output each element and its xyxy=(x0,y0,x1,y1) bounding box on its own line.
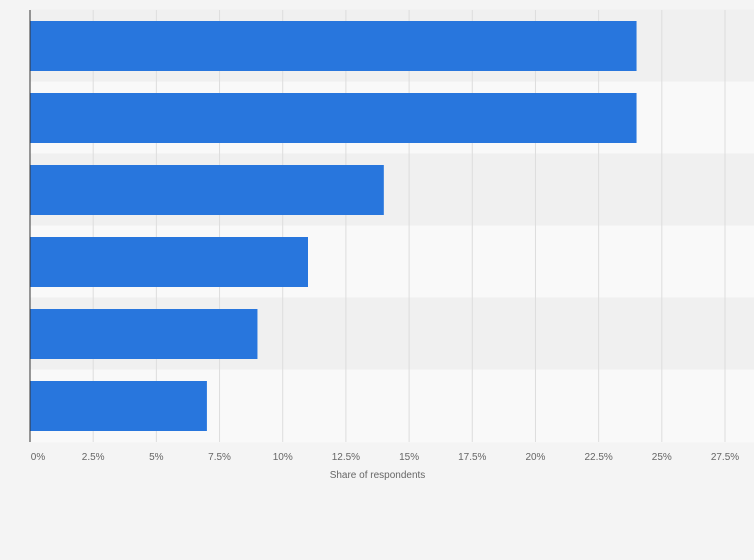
bar xyxy=(30,21,637,71)
bar xyxy=(30,309,258,359)
x-tick-label: 17.5% xyxy=(458,452,486,463)
x-tick-label: 15% xyxy=(399,452,419,463)
x-tick-label: 25% xyxy=(652,452,672,463)
row-bands xyxy=(30,9,754,443)
x-tick-label: 10% xyxy=(273,452,293,463)
x-tick-label: 0% xyxy=(31,452,46,463)
x-tick-label: 12.5% xyxy=(332,452,360,463)
x-tick-label: 5% xyxy=(149,452,164,463)
x-tick-label: 27.5% xyxy=(711,452,739,463)
x-tick-labels: 0% 2.5% 5% 7.5% 10% 12.5% 15% 17.5% 20% 22.5% 25% 2… xyxy=(31,452,740,463)
x-tick-label: 20% xyxy=(525,452,545,463)
x-axis-title: Share of respondents xyxy=(330,470,426,481)
gridlines xyxy=(92,10,726,442)
bar xyxy=(30,381,207,431)
bar xyxy=(30,237,308,287)
bar xyxy=(30,93,637,143)
x-tick-label: 7.5% xyxy=(208,452,231,463)
bar xyxy=(30,165,384,215)
bars xyxy=(30,21,637,431)
x-tick-label: 22.5% xyxy=(584,452,612,463)
x-tick-label: 2.5% xyxy=(82,452,105,463)
